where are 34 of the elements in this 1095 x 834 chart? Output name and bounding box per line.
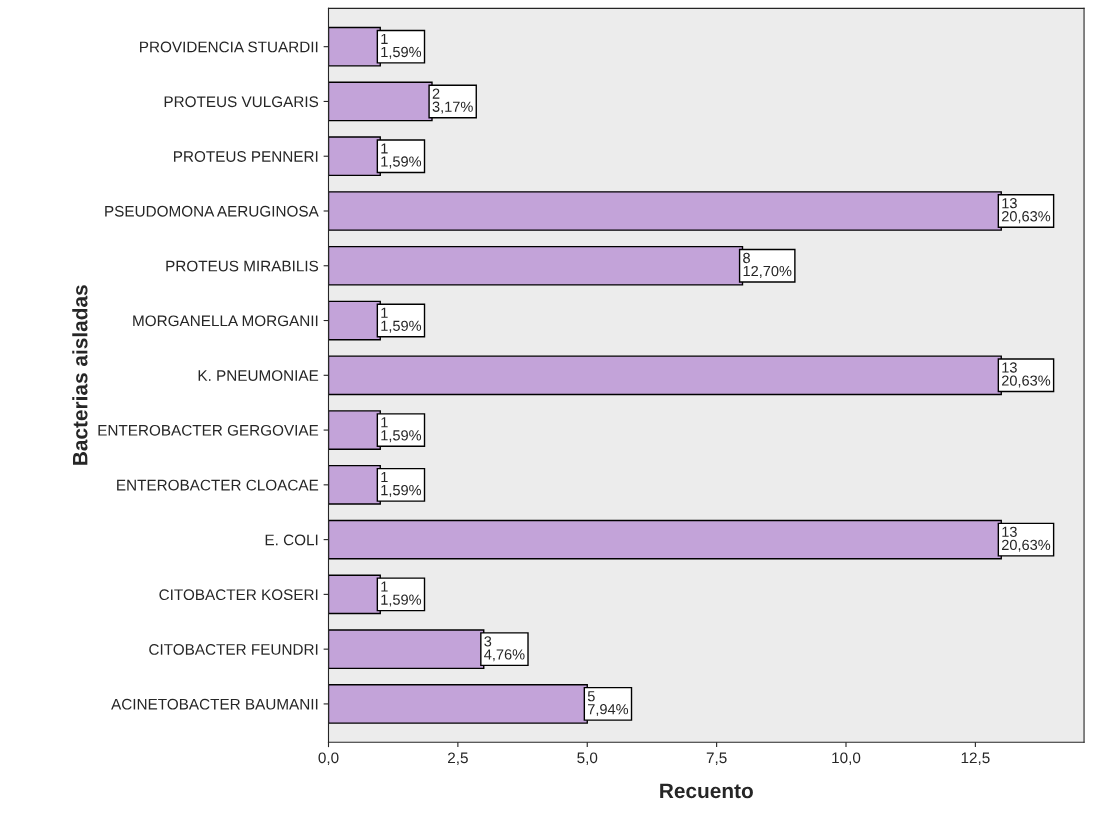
data-label: 13 20,63% bbox=[1001, 362, 1051, 388]
data-label: 13 20,63% bbox=[1001, 198, 1051, 224]
y-axis-title: Bacterias aisladas bbox=[72, 285, 88, 465]
y-tick-label: CITOBACTER KOSERI bbox=[159, 589, 318, 601]
data-label: 5 7,94% bbox=[587, 691, 629, 717]
x-tick-label: 10,0 bbox=[832, 752, 861, 766]
data-label: 1 1,59% bbox=[381, 307, 422, 333]
data-label: 3 4,76% bbox=[484, 636, 525, 662]
y-tick-label: K. PNEUMONIAE bbox=[198, 370, 319, 381]
data-label: 2 3,17% bbox=[432, 88, 473, 114]
data-label: 1 1,59% bbox=[381, 472, 422, 498]
y-tick-label: MORGANELLA MORGANII bbox=[133, 315, 318, 327]
x-tick-label: 5,0 bbox=[577, 752, 598, 766]
x-tick-label: 0,0 bbox=[318, 752, 339, 766]
x-axis-title: Recuento bbox=[660, 783, 753, 799]
data-label: 13 20,63% bbox=[1001, 526, 1051, 552]
data-label: 1 1,59% bbox=[381, 417, 422, 443]
y-tick-label: E. COLI bbox=[265, 534, 318, 546]
data-label: 1 1,59% bbox=[381, 143, 422, 169]
x-tick-label: 7,5 bbox=[706, 752, 727, 766]
y-tick-label: ENTEROBACTER GERGOVIAE bbox=[98, 424, 319, 436]
y-tick-label: ENTEROBACTER CLOACAE bbox=[117, 479, 319, 491]
data-label: 1 1,59% bbox=[381, 581, 422, 607]
x-tick-label: 2,5 bbox=[448, 752, 468, 766]
y-tick-label: PROTEUS MIRABILIS bbox=[166, 260, 319, 272]
y-tick-label: CITOBACTER FEUNDRI bbox=[149, 644, 318, 655]
y-tick-label: PROTEUS VULGARIS bbox=[164, 96, 319, 108]
y-tick-label: ACINETOBACTER BAUMANII bbox=[111, 698, 318, 710]
data-label: 1 1,59% bbox=[381, 33, 422, 59]
y-tick-label: PSEUDOMONA AERUGINOSA bbox=[105, 205, 319, 217]
data-label: 8 12,70% bbox=[743, 252, 792, 278]
x-tick-label: 12,5 bbox=[961, 752, 990, 766]
y-tick-label: PROTEUS PENNERI bbox=[174, 151, 318, 162]
y-tick-label: PROVIDENCIA STUARDII bbox=[140, 41, 318, 53]
